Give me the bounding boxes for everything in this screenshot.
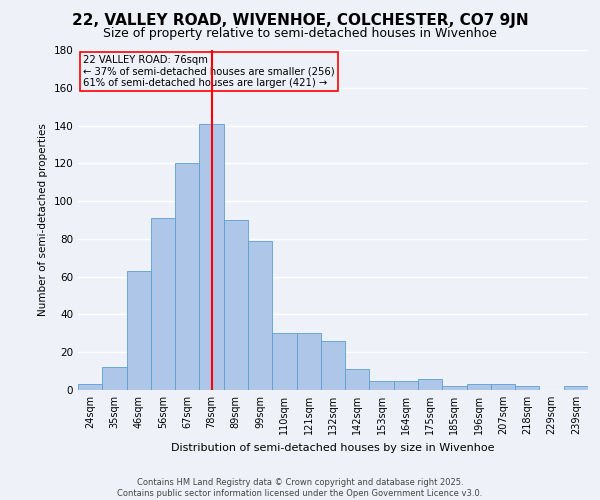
Bar [102, 368, 127, 390]
Bar [296, 334, 321, 390]
Bar [175, 164, 199, 390]
Bar [224, 220, 248, 390]
Bar [442, 386, 467, 390]
Bar [321, 341, 345, 390]
Bar [272, 334, 296, 390]
Y-axis label: Number of semi-detached properties: Number of semi-detached properties [38, 124, 48, 316]
Bar [151, 218, 175, 390]
Bar [199, 124, 224, 390]
Bar [345, 369, 370, 390]
Bar [515, 386, 539, 390]
Bar [564, 386, 588, 390]
Text: Contains HM Land Registry data © Crown copyright and database right 2025.
Contai: Contains HM Land Registry data © Crown c… [118, 478, 482, 498]
Text: 22, VALLEY ROAD, WIVENHOE, COLCHESTER, CO7 9JN: 22, VALLEY ROAD, WIVENHOE, COLCHESTER, C… [71, 12, 529, 28]
Bar [127, 271, 151, 390]
X-axis label: Distribution of semi-detached houses by size in Wivenhoe: Distribution of semi-detached houses by … [171, 442, 495, 452]
Text: 22 VALLEY ROAD: 76sqm
← 37% of semi-detached houses are smaller (256)
61% of sem: 22 VALLEY ROAD: 76sqm ← 37% of semi-deta… [83, 55, 335, 88]
Bar [418, 378, 442, 390]
Bar [394, 380, 418, 390]
Bar [467, 384, 491, 390]
Bar [491, 384, 515, 390]
Bar [248, 241, 272, 390]
Bar [370, 380, 394, 390]
Text: Size of property relative to semi-detached houses in Wivenhoe: Size of property relative to semi-detach… [103, 28, 497, 40]
Bar [78, 384, 102, 390]
